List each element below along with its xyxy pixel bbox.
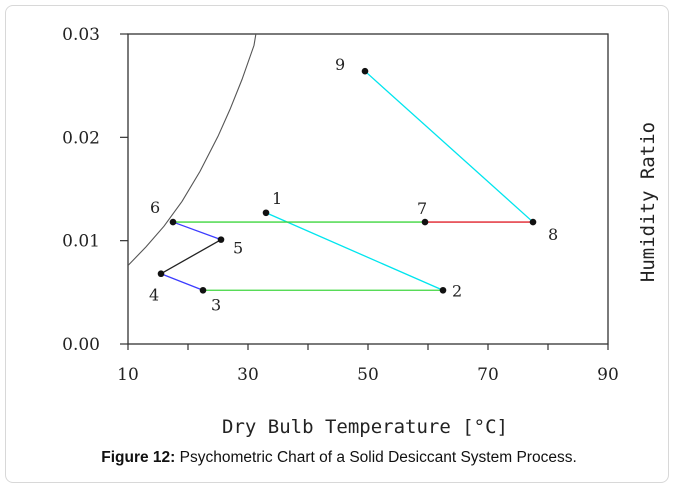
x-tick-label: 30 <box>237 365 259 385</box>
state-point-9 <box>361 67 369 75</box>
state-point-label-2: 2 <box>452 281 462 300</box>
y-axis: 0.00 0.01 0.02 0.03 <box>62 25 128 355</box>
state-point-label-1: 1 <box>272 189 282 208</box>
state-point-8 <box>529 218 537 226</box>
state-point-label-8: 8 <box>548 225 558 244</box>
state-point-3 <box>199 286 207 294</box>
state-point-4 <box>157 270 165 278</box>
state-point-1 <box>262 209 270 217</box>
x-tick-label: 50 <box>357 365 379 385</box>
process-line-3-4 <box>160 273 204 291</box>
figure-frame <box>5 5 669 483</box>
state-point-label-7: 7 <box>417 199 427 218</box>
saturation-curve-layer <box>128 34 257 266</box>
y-tick-label: 0.02 <box>62 128 100 148</box>
state-points: 1 2 3 4 5 6 7 8 9 <box>149 55 558 314</box>
state-point-2 <box>439 286 447 294</box>
figure-caption: Figure 12: Psychometric Chart of a Solid… <box>0 449 678 467</box>
y-tick-label: 0.03 <box>62 25 100 45</box>
y-axis-title: Humidity Ratio <box>637 122 659 282</box>
state-point-6 <box>169 218 177 226</box>
state-point-label-6: 6 <box>150 198 160 217</box>
caption-label: Figure 12: <box>101 449 176 466</box>
saturation-curve <box>128 34 257 266</box>
process-line-4-5 <box>160 239 222 275</box>
state-point-label-5: 5 <box>233 239 243 258</box>
y-tick-label: 0.01 <box>62 232 100 252</box>
state-point-label-3: 3 <box>211 295 221 314</box>
process-line-5-6 <box>172 221 222 241</box>
process-line-1-2 <box>265 212 444 291</box>
state-point-label-4: 4 <box>149 286 159 305</box>
x-tick-label: 70 <box>477 365 499 385</box>
process-lines <box>160 70 534 291</box>
x-tick-label: 10 <box>117 365 139 385</box>
plot-area <box>127 33 609 345</box>
x-axis: 10 30 50 70 90 <box>117 344 619 385</box>
x-axis-title: Dry Bulb Temperature [°C] <box>222 416 508 438</box>
state-point-label-9: 9 <box>335 55 345 74</box>
process-line-8-9 <box>364 70 534 223</box>
y-tick-label: 0.00 <box>62 335 100 355</box>
caption-text: Psychometric Chart of a Solid Desiccant … <box>175 449 577 466</box>
x-tick-label: 90 <box>597 365 619 385</box>
state-point-5 <box>217 236 225 243</box>
state-point-7 <box>421 218 429 226</box>
